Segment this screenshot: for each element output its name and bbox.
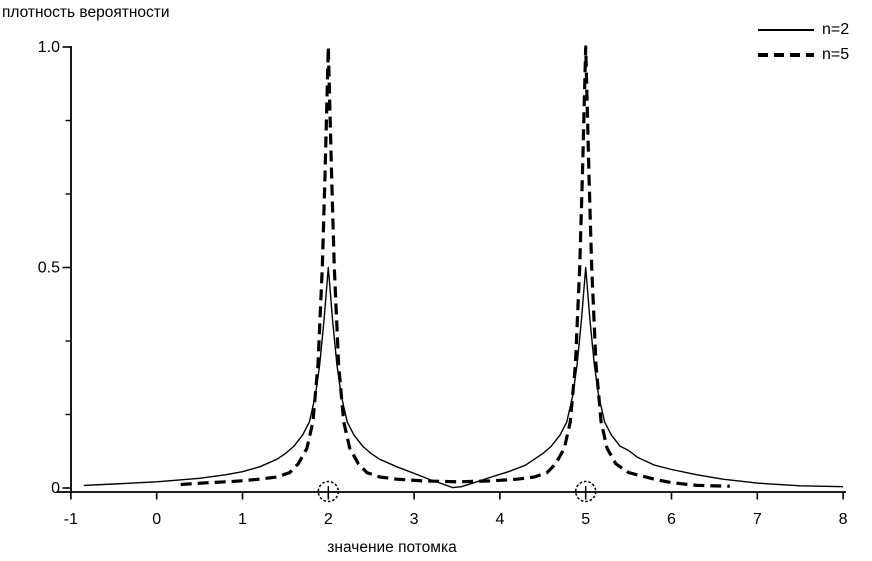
x-axis-title: значение потомка [327,539,457,556]
y-tick-label-0.5: 0.5 [38,260,60,277]
curve-n5 [180,45,730,488]
legend-label-n5: n=5 [822,45,850,63]
x-tick-label-8: 8 [839,511,848,528]
x-tick-label-7: 7 [753,511,762,528]
curve-n2 [83,266,844,489]
solid-line-icon [758,28,814,31]
parent-marker-circle [574,480,597,503]
x-tick-label--1: -1 [64,511,78,528]
x-tick-label-2: 2 [324,511,333,528]
x-tick-label-1: 1 [238,511,247,528]
x-tick-label-6: 6 [667,511,676,528]
x-tick-label-5: 5 [581,511,590,528]
dashed-line-icon [758,52,814,57]
y-axis-title: плотность вероятности [2,4,170,21]
parent-marker-circle [317,480,340,503]
legend-label-n2: n=2 [822,20,850,38]
y-tick-label-1.0: 1.0 [38,39,60,56]
x-tick-label-0: 0 [152,511,161,528]
y-tick-label-0: 0 [51,480,60,497]
legend-entry-n2: n=2 [757,17,849,42]
x-tick-label-4: 4 [495,511,504,528]
legend-entry-n5: n=5 [757,42,849,67]
x-tick-label-3: 3 [410,511,419,528]
legend: n=2 n=5 [757,17,849,67]
